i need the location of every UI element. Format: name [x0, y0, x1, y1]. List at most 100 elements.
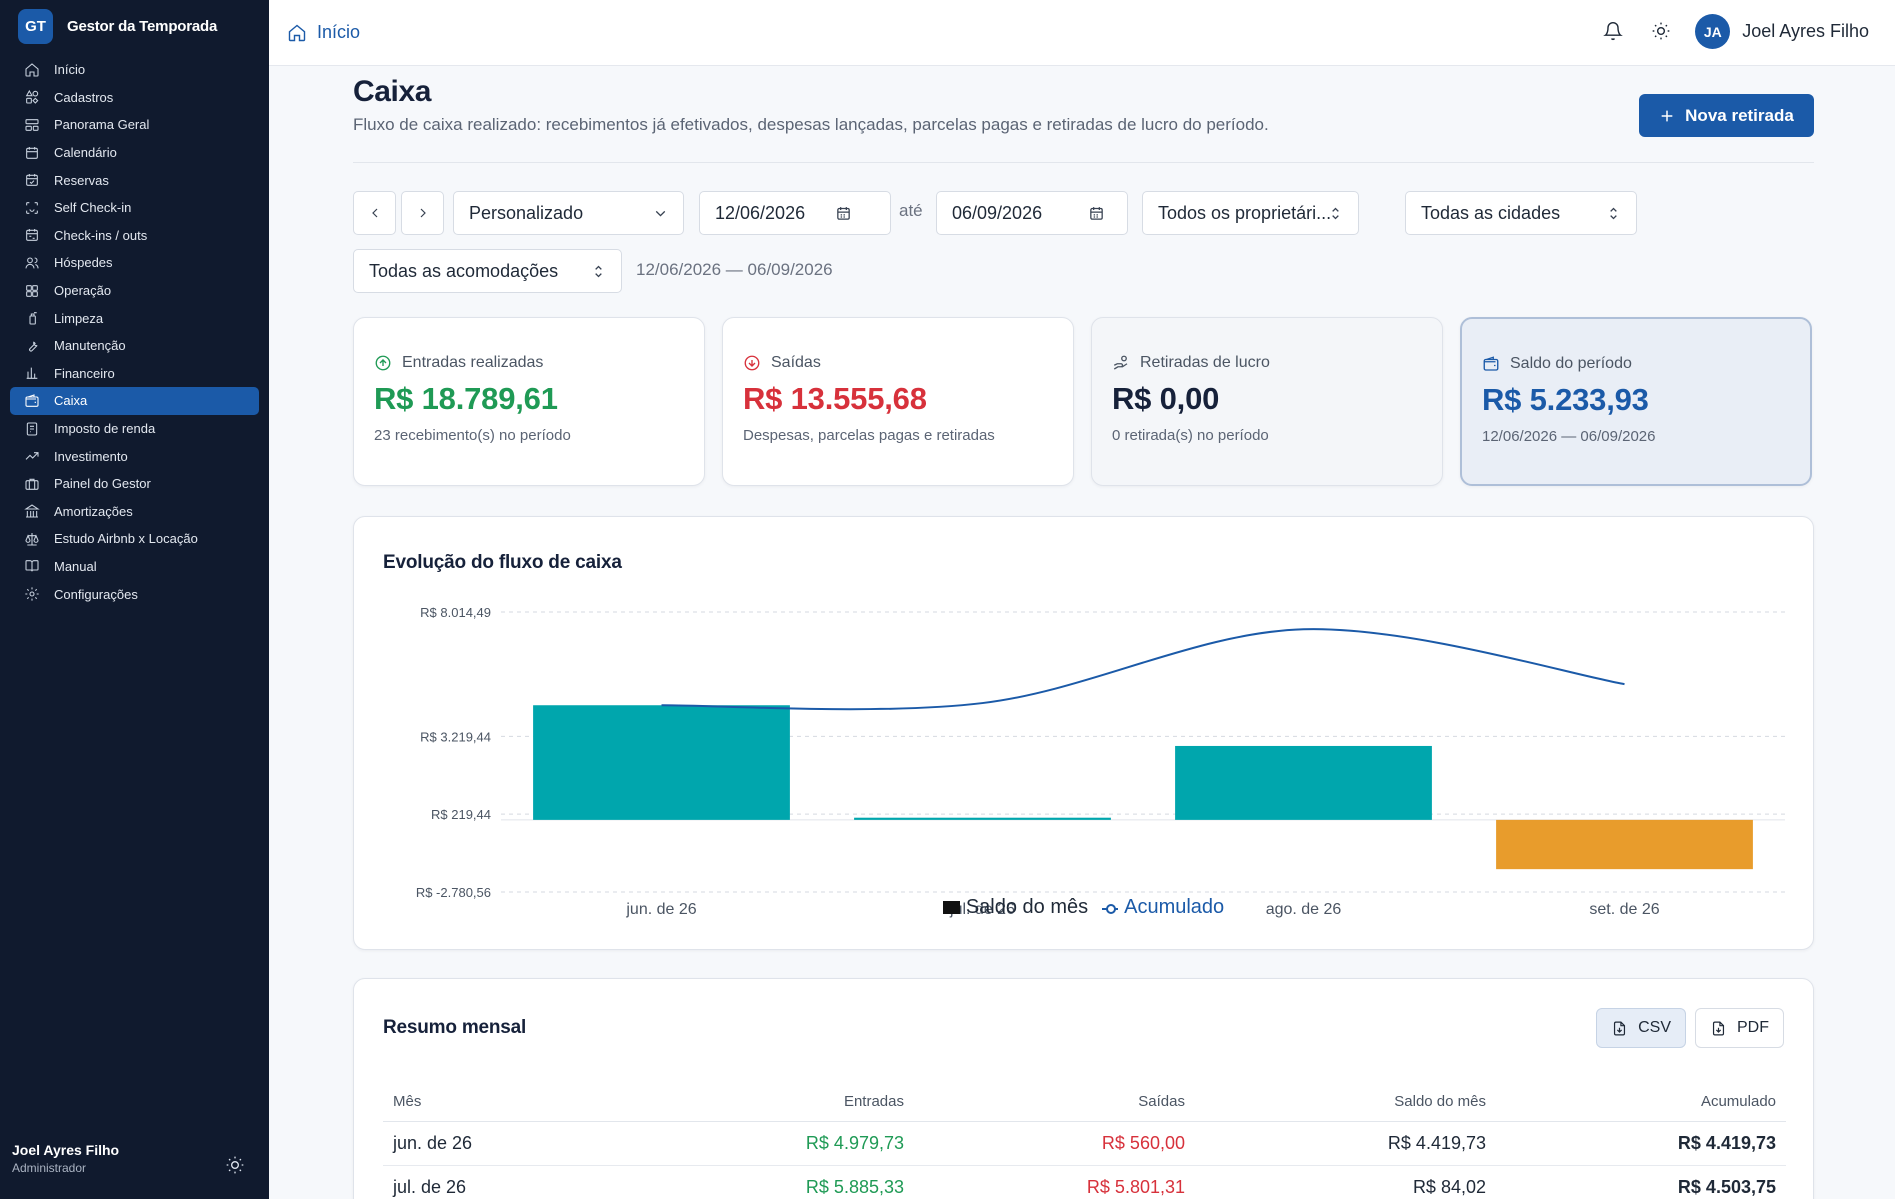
- brand-name: Gestor da Temporada: [67, 18, 218, 35]
- card-header: Saldo do período: [1482, 355, 1790, 373]
- chevrons-up-down-icon: [1332, 207, 1339, 220]
- date-from-value: 12/06/2026: [715, 202, 806, 223]
- legend-item-acumulado[interactable]: Acumulado: [1102, 896, 1224, 919]
- sidebar-item-receipt[interactable]: Imposto de renda: [10, 415, 259, 443]
- export-pdf-button[interactable]: PDF: [1695, 1008, 1784, 1048]
- table-cell: R$ 560,00: [914, 1121, 1195, 1166]
- cashflow-chart-panel: Evolução do fluxo de caixa R$ -2.780,56 R…: [353, 516, 1814, 950]
- x-tick-label: jul. de 26: [949, 901, 1015, 918]
- new-withdrawal-button[interactable]: Nova retirada: [1639, 94, 1814, 137]
- sidebar-item-briefcase[interactable]: Painel do Gestor: [10, 470, 259, 498]
- y-tick-label: R$ -2.780,56: [416, 885, 491, 900]
- file-download-icon: [1614, 1021, 1626, 1035]
- theme-toggle-button[interactable]: [225, 1155, 247, 1177]
- sidebar-item-calendar-range[interactable]: Check-ins / outs: [10, 222, 259, 250]
- new-withdrawal-label: Nova retirada: [1685, 105, 1794, 125]
- table-cell: R$ 5.885,33: [633, 1165, 914, 1199]
- pdf-label: PDF: [1737, 1019, 1769, 1036]
- sidebar-item-label: Imposto de renda: [54, 421, 156, 437]
- notifications-button[interactable]: [1603, 21, 1625, 43]
- table-header-row: Mês Entradas Saídas Saldo do mês Acumula…: [383, 1083, 1786, 1122]
- wallet-icon: [24, 393, 40, 409]
- sidebar-item-label: Panorama Geral: [54, 117, 150, 133]
- owner-select[interactable]: Todos os proprietári...: [1142, 191, 1359, 235]
- city-value: Todas as cidades: [1421, 202, 1561, 223]
- sidebar-item-trending-up[interactable]: Investimento: [10, 442, 259, 470]
- next-period-button[interactable]: [401, 191, 444, 235]
- sun-icon: [226, 1156, 244, 1174]
- sidebar-item-scale[interactable]: Estudo Airbnb x Locação: [10, 525, 259, 553]
- bar: [854, 817, 1111, 820]
- table-cell: R$ 4.979,73: [633, 1121, 914, 1166]
- card-value: R$ 0,00: [1112, 381, 1220, 416]
- book-icon: [24, 558, 40, 574]
- scale-icon: [24, 531, 40, 547]
- chevron-right-icon: [420, 208, 426, 218]
- date-to-field[interactable]: 06/09/2026: [936, 191, 1128, 235]
- prev-period-button[interactable]: [353, 191, 396, 235]
- bar: [1496, 819, 1753, 870]
- sidebar-item-calendar-check[interactable]: Reservas: [10, 166, 259, 194]
- sidebar-item-label: Amortizações: [54, 503, 133, 519]
- bell-icon: [1603, 21, 1624, 40]
- sidebar-item-label: Limpeza: [54, 310, 104, 326]
- divider: [353, 162, 1814, 163]
- calendar-range-icon: [24, 227, 40, 243]
- legend-item-saldo[interactable]: Saldo do mês: [942, 896, 1088, 919]
- landmark-icon: [24, 503, 40, 519]
- hand-coins-icon: [1112, 354, 1130, 372]
- sidebar-item-gear[interactable]: Configurações: [10, 580, 259, 608]
- sidebar-item-label: Operação: [54, 283, 112, 299]
- user-menu[interactable]: Joel Ayres Filho: [1742, 21, 1869, 41]
- unit-select[interactable]: Todas as acomodações: [353, 249, 622, 293]
- chart-legend: Saldo do mês Acumulado: [354, 896, 1813, 919]
- sidebar-item-home[interactable]: Início: [10, 56, 259, 84]
- breadcrumb-home[interactable]: Início: [317, 22, 361, 42]
- trending-up-icon: [24, 448, 40, 464]
- col-header-month: Mês: [383, 1083, 633, 1122]
- brand[interactable]: GT Gestor da Temporada: [0, 0, 269, 53]
- card-retiradas: Retiradas de lucro R$ 0,00 0 retirada(s) n…: [1091, 317, 1443, 486]
- sidebar-item-calendar[interactable]: Calendário: [10, 139, 259, 167]
- cumulative-line: [661, 628, 1625, 711]
- card-saldo: Saldo do período R$ 5.233,93 12/06/2026 — …: [1460, 317, 1812, 486]
- date-range-text: 12/06/2026 — 06/09/2026: [636, 260, 833, 279]
- sidebar-item-landmark[interactable]: Amortizações: [10, 498, 259, 526]
- sidebar-item-label: Painel do Gestor: [54, 476, 151, 492]
- sidebar-item-layout[interactable]: Panorama Geral: [10, 111, 259, 139]
- table-cell: jul. de 26: [383, 1165, 633, 1199]
- sidebar-item-bar-chart[interactable]: Financeiro: [10, 360, 259, 388]
- sidebar-item-book[interactable]: Manual: [10, 553, 259, 581]
- theme-button[interactable]: [1651, 21, 1673, 43]
- card-label: Entradas realizadas: [402, 354, 544, 371]
- unit-value: Todas as acomodações: [369, 260, 559, 281]
- sidebar-item-label: Calendário: [54, 145, 117, 161]
- card-header: Entradas realizadas: [374, 354, 684, 372]
- sidebar-item-shapes[interactable]: Cadastros: [10, 84, 259, 112]
- city-select[interactable]: Todas as cidades: [1405, 191, 1637, 235]
- csv-label: CSV: [1638, 1019, 1671, 1036]
- sidebar-item-wallet[interactable]: Caixa: [10, 387, 259, 415]
- receipt-icon: [24, 421, 40, 437]
- breadcrumb[interactable]: Início: [287, 22, 360, 43]
- sidebar-item-users[interactable]: Hóspedes: [10, 249, 259, 277]
- chevron-down-icon: [655, 210, 666, 217]
- period-select[interactable]: Personalizado: [453, 191, 684, 235]
- sidebar-item-scan[interactable]: Self Check-in: [10, 194, 259, 222]
- sidebar-user-name: Joel Ayres Filho: [12, 1142, 120, 1158]
- sidebar-item-label: Hóspedes: [54, 255, 113, 271]
- card-label: Saídas: [771, 354, 821, 371]
- sidebar-item-label: Configurações: [54, 586, 138, 602]
- sidebar-item-label: Manual: [54, 558, 97, 574]
- arrow-up-circle-icon: [374, 354, 392, 372]
- avatar[interactable]: JA: [1695, 14, 1731, 49]
- sidebar-item-wrench[interactable]: Manutenção: [10, 332, 259, 360]
- card-note: 23 recebimento(s) no período: [374, 427, 571, 444]
- home-icon: [288, 24, 306, 41]
- col-header-balance: Saldo do mês: [1195, 1083, 1496, 1122]
- date-from-field[interactable]: 12/06/2026: [699, 191, 891, 235]
- sidebar-item-spray[interactable]: Limpeza: [10, 304, 259, 332]
- sidebar-item-grid[interactable]: Operação: [10, 277, 259, 305]
- card-note: Despesas, parcelas pagas e retiradas: [743, 427, 995, 444]
- export-csv-button[interactable]: CSV: [1596, 1008, 1686, 1048]
